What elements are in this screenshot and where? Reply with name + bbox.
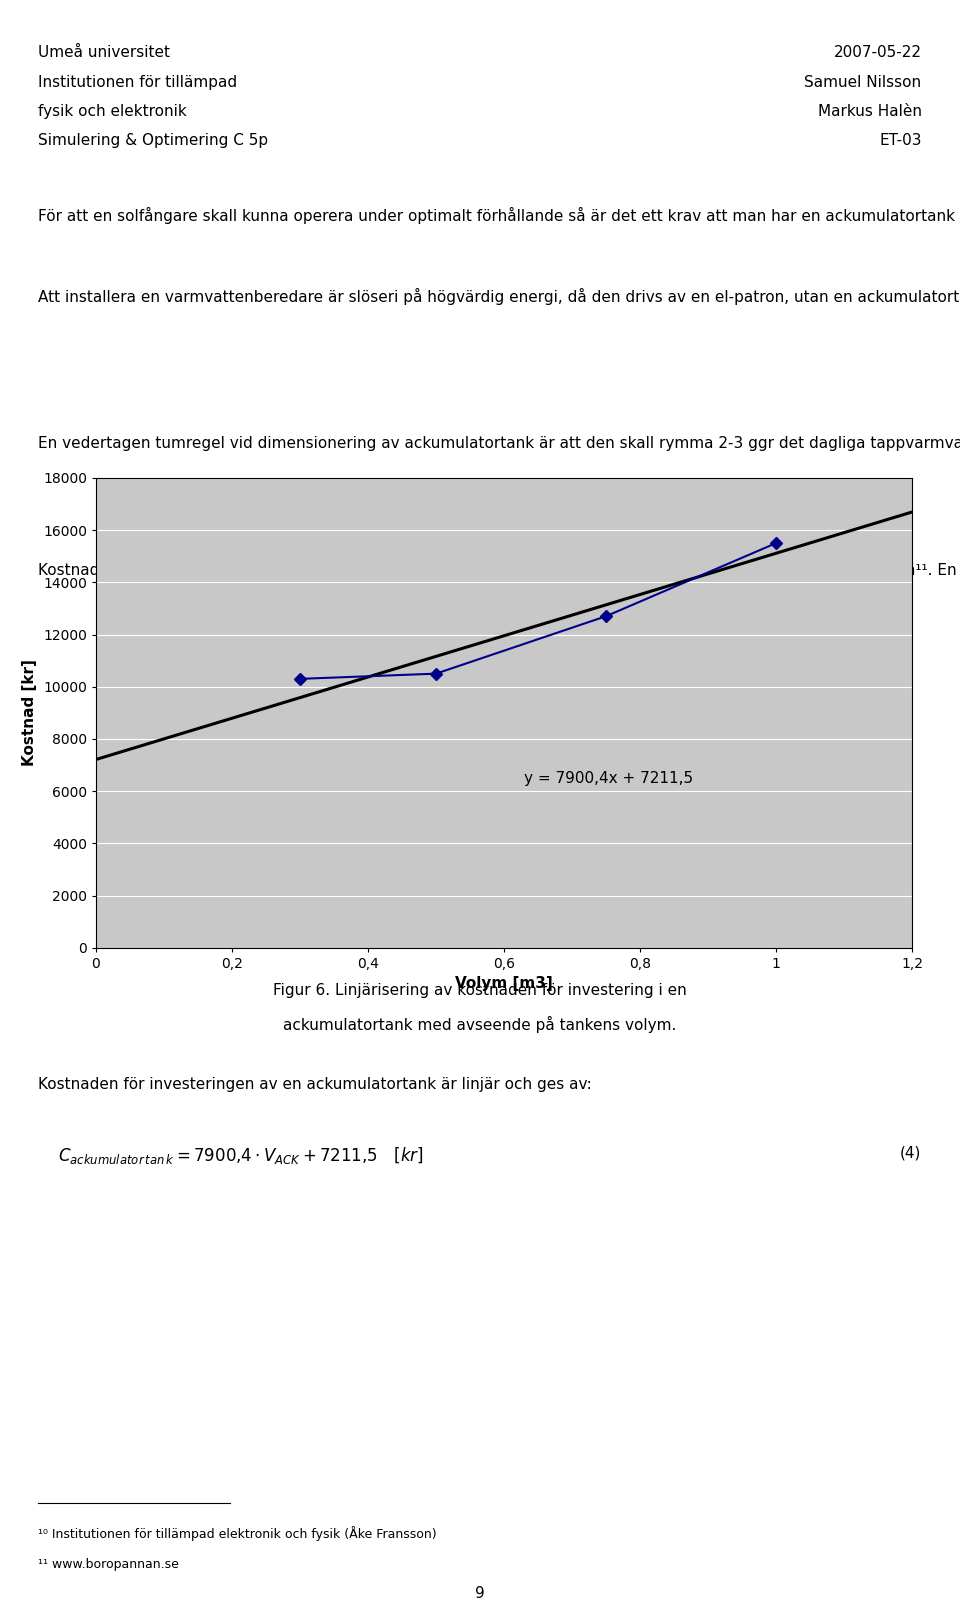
Text: ¹¹ www.boropannan.se: ¹¹ www.boropannan.se	[38, 1558, 180, 1571]
Text: ackumulatortank med avseende på tankens volym.: ackumulatortank med avseende på tankens …	[283, 1016, 677, 1034]
Text: ET-03: ET-03	[879, 133, 922, 147]
Text: fysik och elektronik: fysik och elektronik	[38, 104, 187, 118]
Text: $C_{ackumulator\,tan\,k} = 7900{,}4 \cdot V_{ACK} + 7211{,}5 \quad [kr]$: $C_{ackumulator\,tan\,k} = 7900{,}4 \cdo…	[58, 1145, 423, 1166]
Text: Att installera en varmvattenberedare är slöseri på högvärdig energi, då den driv: Att installera en varmvattenberedare är …	[38, 288, 960, 306]
Text: Kostnaden för denna investering grundar sig i prisuppgifter från Borö pannan AB : Kostnaden för denna investering grundar …	[38, 561, 960, 578]
Text: Simulering & Optimering C 5p: Simulering & Optimering C 5p	[38, 133, 269, 147]
Text: y = 7900,4x + 7211,5: y = 7900,4x + 7211,5	[524, 771, 693, 786]
Text: Samuel Nilsson: Samuel Nilsson	[804, 75, 922, 89]
Text: Figur 6. Linjärisering av kostnaden för investering i en: Figur 6. Linjärisering av kostnaden för …	[274, 983, 686, 998]
Text: Umeå universitet: Umeå universitet	[38, 45, 171, 60]
Text: Institutionen för tillämpad: Institutionen för tillämpad	[38, 75, 237, 89]
Text: (4): (4)	[900, 1145, 922, 1160]
Text: 9: 9	[475, 1586, 485, 1601]
Text: Kostnaden för investeringen av en ackumulatortank är linjär och ges av:: Kostnaden för investeringen av en ackumu…	[38, 1077, 592, 1092]
Text: En vedertagen tumregel vid dimensionering av ackumulatortank är att den skall ry: En vedertagen tumregel vid dimensionerin…	[38, 434, 960, 452]
X-axis label: Volym [m3]: Volym [m3]	[455, 977, 553, 991]
Text: För att en solfångare skall kunna operera under optimalt förhållande så är det e: För att en solfångare skall kunna operer…	[38, 207, 960, 225]
Y-axis label: Kostnad [kr]: Kostnad [kr]	[22, 659, 37, 766]
Text: 2007-05-22: 2007-05-22	[833, 45, 922, 60]
Text: ¹⁰ Institutionen för tillämpad elektronik och fysik (Åke Fransson): ¹⁰ Institutionen för tillämpad elektroni…	[38, 1526, 437, 1541]
Text: Markus Halèn: Markus Halèn	[818, 104, 922, 118]
